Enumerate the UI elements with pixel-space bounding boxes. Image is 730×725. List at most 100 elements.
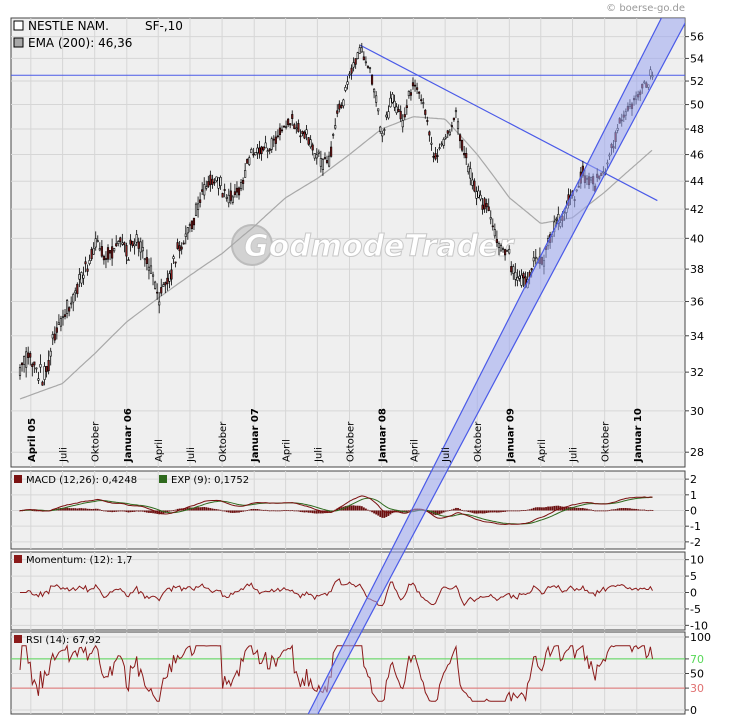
time-tick-label: Juli <box>313 447 324 463</box>
macd-histogram-bar <box>485 510 488 513</box>
macd-histogram-bar <box>225 510 228 513</box>
macd-histogram-bar <box>383 510 386 518</box>
macd-histogram-bar <box>141 510 144 512</box>
macd-histogram-bar <box>143 510 146 513</box>
macd-histogram-bar <box>119 510 122 512</box>
candle-body <box>123 242 126 246</box>
macd-histogram-bar <box>115 510 118 512</box>
macd-histogram-bar <box>201 507 204 511</box>
candle-body <box>489 217 492 220</box>
candle-body <box>358 47 361 54</box>
macd-histogram-bar <box>557 505 560 511</box>
macd-histogram-bar <box>522 510 525 511</box>
candle-body <box>266 150 269 152</box>
macd-histogram-bar <box>191 507 193 511</box>
candle-body <box>88 260 91 265</box>
legend-momentum: Momentum: (12): 1,7 <box>26 555 133 566</box>
macd-histogram-bar <box>211 508 214 511</box>
candle-body <box>221 193 224 198</box>
macd-histogram-bar <box>624 508 627 511</box>
indicator-tick-label: -2 <box>690 536 701 549</box>
macd-histogram-bar <box>227 510 230 513</box>
candle-body <box>375 95 378 103</box>
macd-histogram-bar <box>461 509 464 511</box>
price-tick-label: 42 <box>690 203 704 216</box>
macd-histogram-bar <box>109 510 111 512</box>
macd-histogram-bar <box>328 510 330 513</box>
candle-body <box>186 227 189 234</box>
candle-body <box>213 181 216 184</box>
time-tick-label: Januar 09 <box>505 408 516 463</box>
candle-body <box>23 356 26 365</box>
candle-body <box>504 249 507 256</box>
candle-body <box>514 271 517 280</box>
candle-body <box>133 243 136 247</box>
macd-histogram-bar <box>152 510 154 514</box>
rsi-line <box>19 644 653 703</box>
candle-body <box>280 129 284 132</box>
candle-body <box>211 178 214 185</box>
macd-histogram-bar <box>276 510 279 512</box>
candle-body <box>41 381 44 386</box>
candle-body <box>301 130 304 134</box>
candle-body <box>63 314 67 317</box>
candle-body <box>252 153 255 156</box>
candle-body <box>418 91 421 94</box>
candle-body <box>82 274 85 279</box>
macd-histogram-bar <box>317 510 320 514</box>
candle-body <box>510 266 513 273</box>
candle-body <box>344 87 347 91</box>
candle-body <box>131 240 134 246</box>
candle-body <box>307 137 310 145</box>
candle-body <box>442 138 445 146</box>
macd-histogram-bar <box>309 510 312 513</box>
candle-body <box>256 147 259 154</box>
macd-histogram-bar <box>113 510 116 512</box>
candle-body <box>96 240 99 242</box>
macd-histogram-bar <box>291 510 294 512</box>
macd-histogram-bar <box>616 508 619 511</box>
candle-body <box>440 143 443 146</box>
candle-body <box>413 84 417 87</box>
price-tick-label: 50 <box>690 99 704 112</box>
candle-body <box>237 187 241 196</box>
price-tick-label: 30 <box>690 405 704 418</box>
candle-body <box>311 144 314 151</box>
macd-histogram-bar <box>502 510 504 512</box>
candle-body <box>151 274 155 277</box>
candle-body <box>313 153 316 159</box>
candle-body <box>194 203 198 217</box>
candle-body <box>25 351 28 368</box>
macd-histogram-bar <box>231 510 234 513</box>
candle-body <box>285 126 288 129</box>
time-tick-label: Oktober <box>345 421 356 462</box>
macd-histogram-bar <box>504 510 506 512</box>
macd-histogram-bar <box>135 510 138 512</box>
macd-histogram-bar <box>541 507 543 511</box>
price-tick-label: 32 <box>690 366 704 379</box>
candle-body <box>242 179 245 184</box>
time-tick-label: Oktober <box>218 421 229 462</box>
macd-histogram-bar <box>254 509 257 511</box>
indicator-tick-label: 70 <box>690 653 704 666</box>
macd-histogram-bar <box>344 506 347 511</box>
macd-histogram-bar <box>354 505 357 511</box>
momentum-group <box>20 578 653 607</box>
macd-histogram-bar <box>348 505 351 511</box>
candle-body <box>182 242 185 245</box>
macd-histogram-bar <box>100 510 103 511</box>
candle-body <box>332 134 335 136</box>
time-tick-label: April <box>409 439 420 462</box>
macd-histogram-bar <box>295 510 298 512</box>
macd-histogram-bar <box>596 510 599 512</box>
macd-histogram-bar <box>387 510 390 516</box>
rsi-group <box>11 644 685 703</box>
price-tick-label: 34 <box>690 330 704 343</box>
macd-histogram-bar <box>297 510 300 512</box>
macd-histogram-bar <box>489 510 492 513</box>
macd-histogram-bar <box>371 510 373 513</box>
candle-body <box>113 248 116 252</box>
candle-body <box>309 139 312 148</box>
macd-histogram-bar <box>346 505 349 511</box>
